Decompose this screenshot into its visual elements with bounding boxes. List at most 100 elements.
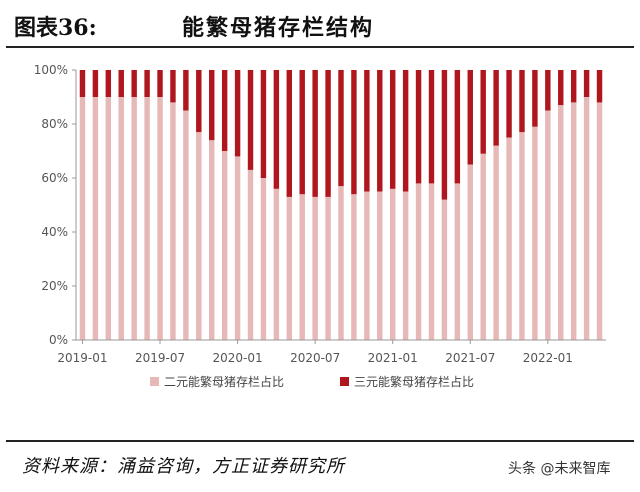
bar-three-way [157,70,163,97]
x-axis: 2019-01 2019-07 2020-01 2020-07 2021-01 2021-… [57,339,606,365]
y-tick-label: 80% [41,117,68,131]
legend-label: 二元能繁母猪存栏占比 [164,374,284,389]
bar-two-way [583,97,590,340]
bottom-rule [6,440,634,442]
bar-two-way [183,110,189,340]
bar-three-way [209,70,215,141]
top-rule [6,46,634,48]
bar-two-way [286,196,293,340]
bar-two-way [467,164,473,340]
bar-three-way [545,70,551,111]
x-tick-label: 2019-07 [135,351,185,365]
bar-three-way [131,70,137,97]
bars [79,70,603,341]
bar-three-way [221,70,228,151]
bar-three-way [247,70,254,170]
bar-two-way [196,132,202,340]
bar-three-way [583,70,590,97]
bar-three-way [558,70,564,106]
bar-two-way [454,183,461,340]
bar-three-way [454,70,461,184]
bar-two-way [209,140,215,340]
bar-two-way [79,97,86,340]
x-tick-label: 2022-01 [523,351,573,365]
bar-two-way [506,137,512,340]
legend-swatch [340,377,349,386]
bar-two-way [377,191,383,340]
bar-two-way [519,132,525,340]
bar-three-way [234,70,241,157]
y-tick-label: 40% [41,225,68,239]
bar-three-way [105,70,112,97]
bar-two-way [144,97,150,340]
bar-three-way [183,70,189,111]
bar-two-way [312,196,318,340]
y-tick-label: 0% [49,333,68,347]
bar-three-way [170,70,176,103]
bar-three-way [196,70,202,133]
x-tick-label: 2020-01 [213,351,263,365]
bar-three-way [596,70,603,103]
legend-label: 三元能繁母猪存栏占比 [354,374,474,389]
bar-three-way [402,70,409,192]
bar-two-way [299,194,305,340]
bar-two-way [260,178,267,340]
figure-header: 图表36: 能繁母猪存栏结构 [0,0,640,46]
bar-two-way [415,183,422,340]
y-tick-label: 100% [34,63,68,77]
bar-two-way [480,153,486,340]
bar-three-way [570,70,577,103]
bar-three-way [338,70,344,187]
x-tick-label: 2019-01 [57,351,107,365]
bar-two-way [545,110,551,340]
bar-two-way [247,169,254,340]
bar-two-way [351,194,357,340]
source-note: 资料来源：涌益咨询，方正证券研究所 [22,456,345,477]
x-tick-label: 2021-07 [445,351,495,365]
figure-label: 图表36: [14,15,97,41]
bar-two-way [570,102,577,341]
bar-two-way [338,186,344,340]
stacked-bar-chart: 0% 20% 40% 60% 80% 100% 2019-01 2019-07 2020-01… [34,63,606,389]
bar-two-way [402,191,409,340]
bar-two-way [532,126,538,340]
bar-three-way [519,70,525,133]
bar-three-way [389,70,396,189]
bar-two-way [157,97,163,340]
bar-two-way [131,97,137,340]
bar-three-way [325,70,331,197]
bar-two-way [596,102,603,341]
y-tick-label: 60% [41,171,68,185]
bar-three-way [428,70,435,184]
watermark: 头条 @未来智库 [508,461,611,477]
bar-two-way [118,97,124,340]
bar-three-way [79,70,86,97]
bar-three-way [118,70,124,97]
bar-two-way [105,97,112,340]
bar-three-way [312,70,318,197]
bar-two-way [441,199,448,340]
bar-three-way [480,70,486,154]
bar-three-way [351,70,357,195]
bar-two-way [273,188,280,340]
legend-swatch [150,377,159,386]
bar-three-way [260,70,267,178]
bar-three-way [493,70,499,146]
bar-two-way [428,183,435,340]
legend: 二元能繁母猪存栏占比 三元能繁母猪存栏占比 [150,374,474,389]
bar-three-way [144,70,150,97]
bar-two-way [234,156,241,340]
bar-three-way [286,70,293,197]
bar-three-way [415,70,422,184]
bar-two-way [389,188,396,340]
figure-title: 能繁母猪存栏结构 [182,15,375,41]
bar-three-way [467,70,473,165]
bar-three-way [532,70,538,127]
bar-two-way [364,191,370,340]
x-tick-label: 2020-07 [290,351,340,365]
bar-three-way [441,70,448,200]
bar-two-way [221,151,228,340]
bar-two-way [170,102,176,341]
bar-two-way [92,97,99,340]
bar-three-way [377,70,383,192]
